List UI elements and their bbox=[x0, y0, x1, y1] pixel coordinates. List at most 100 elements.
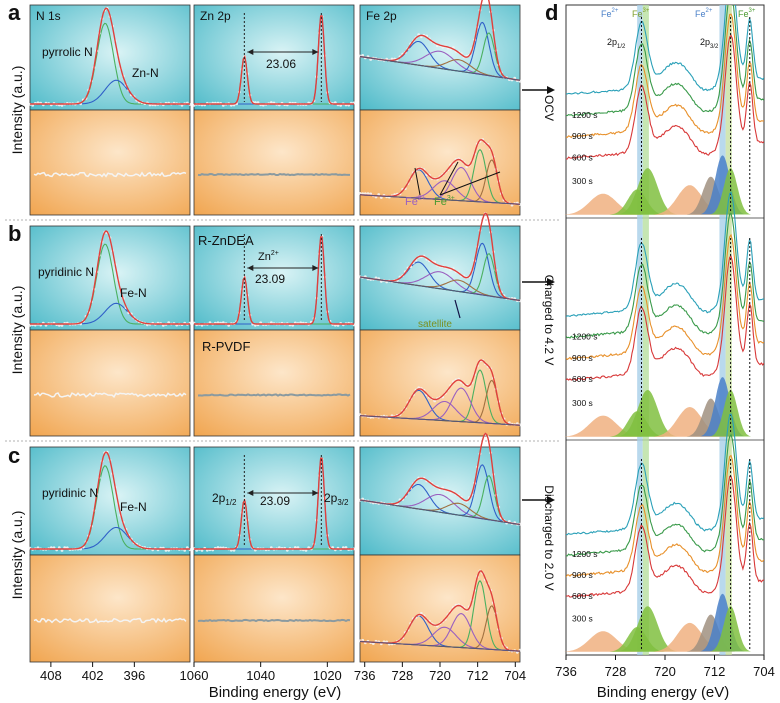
annotation-arrow bbox=[414, 167, 421, 196]
time-series-trace bbox=[566, 34, 764, 160]
series-time-label: 600 s bbox=[572, 374, 593, 384]
annotation: 23.09 bbox=[260, 494, 290, 508]
x-tick-label: 720 bbox=[429, 668, 451, 683]
column-title: Zn 2p bbox=[200, 9, 231, 23]
depth-profile-line bbox=[33, 617, 187, 624]
arrow-head-right bbox=[312, 490, 319, 496]
energy-band bbox=[637, 5, 643, 655]
series-time-label: 300 s bbox=[572, 398, 593, 408]
deconvolution-fill bbox=[710, 168, 751, 215]
spectrum-panel-bg bbox=[29, 446, 191, 556]
x-tick-label: 1060 bbox=[180, 668, 209, 683]
series-time-label: 300 s bbox=[572, 176, 593, 186]
annotation: R-ZnDEA bbox=[198, 233, 254, 248]
y-axis-label: Intensity (a.u.) bbox=[9, 511, 25, 600]
x-tick-label: 736 bbox=[354, 668, 376, 683]
envelope-fit-line bbox=[194, 236, 354, 325]
arrow-head-left bbox=[247, 490, 254, 496]
x-tick-label: 712 bbox=[467, 668, 489, 683]
time-series-trace bbox=[566, 5, 764, 117]
arrow-head-right bbox=[312, 49, 319, 55]
annotation: 2p3/2 bbox=[700, 37, 719, 50]
x-tick-label: 704 bbox=[504, 668, 526, 683]
time-series-trace bbox=[566, 13, 764, 139]
spectrum-panel-bg bbox=[359, 225, 521, 331]
deconvolution-fill bbox=[618, 606, 678, 652]
time-series-trace bbox=[566, 213, 764, 339]
annotation: pyrrolic N bbox=[42, 45, 93, 59]
depth-panel-bg bbox=[29, 554, 191, 663]
x-tick-label: 1020 bbox=[313, 668, 342, 683]
annotation: 2p1/2 bbox=[607, 37, 626, 50]
background-line bbox=[359, 641, 521, 652]
data-point bbox=[379, 196, 383, 199]
data-point bbox=[49, 546, 53, 549]
annotation: Fe-N bbox=[120, 286, 147, 300]
background-line bbox=[359, 276, 521, 301]
annotation: 2p3/2 bbox=[324, 491, 349, 507]
annotation: pyridinic N bbox=[38, 265, 94, 279]
envelope-fit-line bbox=[194, 15, 354, 105]
band-label: Fe2+ bbox=[601, 8, 619, 19]
annotation: Zn2+ bbox=[258, 250, 279, 263]
deconvolution-fill bbox=[618, 168, 678, 215]
time-series-trace bbox=[566, 454, 764, 578]
envelope-fit-line bbox=[30, 230, 190, 325]
series-time-label: 900 s bbox=[572, 570, 593, 580]
annotation: 2p1/2 bbox=[212, 491, 237, 507]
x-tick-label: 1040 bbox=[246, 668, 275, 683]
row-arrow-head bbox=[547, 86, 555, 94]
depth-panel-bg bbox=[193, 329, 355, 437]
x-tick-label: 728 bbox=[392, 668, 414, 683]
series-time-label: 1200 s bbox=[572, 331, 598, 341]
x-tick-label: 402 bbox=[82, 668, 104, 683]
series-time-label: 300 s bbox=[572, 614, 593, 624]
deconvolution-fill bbox=[618, 389, 678, 437]
y-axis-label: Intensity (a.u.) bbox=[9, 286, 25, 375]
row-label: Discharged to 2.0 V bbox=[542, 485, 556, 590]
background-line bbox=[359, 499, 521, 525]
panel-letter: d bbox=[545, 0, 558, 25]
energy-band bbox=[642, 5, 649, 655]
data-point bbox=[366, 192, 370, 196]
spectrum-panel-bg bbox=[359, 446, 521, 556]
y-axis-label: Intensity (a.u.) bbox=[9, 66, 25, 155]
time-series-trace bbox=[566, 5, 764, 95]
series-time-label: 900 s bbox=[572, 131, 593, 141]
depth-profile-line bbox=[33, 171, 187, 178]
annotation: Fe3+ bbox=[434, 195, 455, 208]
row-arrow-head bbox=[547, 496, 555, 504]
series-time-label: 600 s bbox=[572, 591, 593, 601]
data-point bbox=[60, 549, 64, 552]
arrow-head-left bbox=[247, 265, 254, 271]
envelope-fit-line bbox=[194, 457, 354, 550]
annotation-arrow bbox=[454, 299, 461, 319]
column-title: N 1s bbox=[36, 9, 61, 23]
envelope-fit-line bbox=[30, 7, 190, 105]
depth-panel-bg bbox=[193, 554, 355, 663]
time-series-trace bbox=[566, 233, 764, 361]
x-tick-label: 712 bbox=[704, 664, 726, 679]
series-time-label: 1200 s bbox=[572, 110, 598, 120]
row-arrow-head bbox=[547, 278, 555, 286]
depth-panel-bg bbox=[29, 329, 191, 437]
depth-profile-line bbox=[197, 393, 351, 397]
annotation: pyridinic N bbox=[42, 486, 98, 500]
band-label: Fe3+ bbox=[632, 8, 650, 19]
background-line bbox=[359, 56, 521, 81]
row-label: OCV bbox=[542, 95, 556, 121]
x-tick-label: 396 bbox=[123, 668, 145, 683]
time-series-trace bbox=[566, 433, 764, 557]
background-line bbox=[359, 194, 521, 205]
x-tick-label: 408 bbox=[40, 668, 62, 683]
annotation: Fe2+ bbox=[405, 195, 426, 208]
row-label: Charged to 4.2 V bbox=[542, 275, 556, 366]
depth-panel-bg bbox=[29, 109, 191, 216]
annotation-arrow bbox=[439, 171, 501, 196]
data-point bbox=[185, 546, 189, 549]
background-line bbox=[359, 415, 521, 426]
arrow-head-left bbox=[247, 49, 254, 55]
annotation-arrow bbox=[439, 161, 459, 196]
